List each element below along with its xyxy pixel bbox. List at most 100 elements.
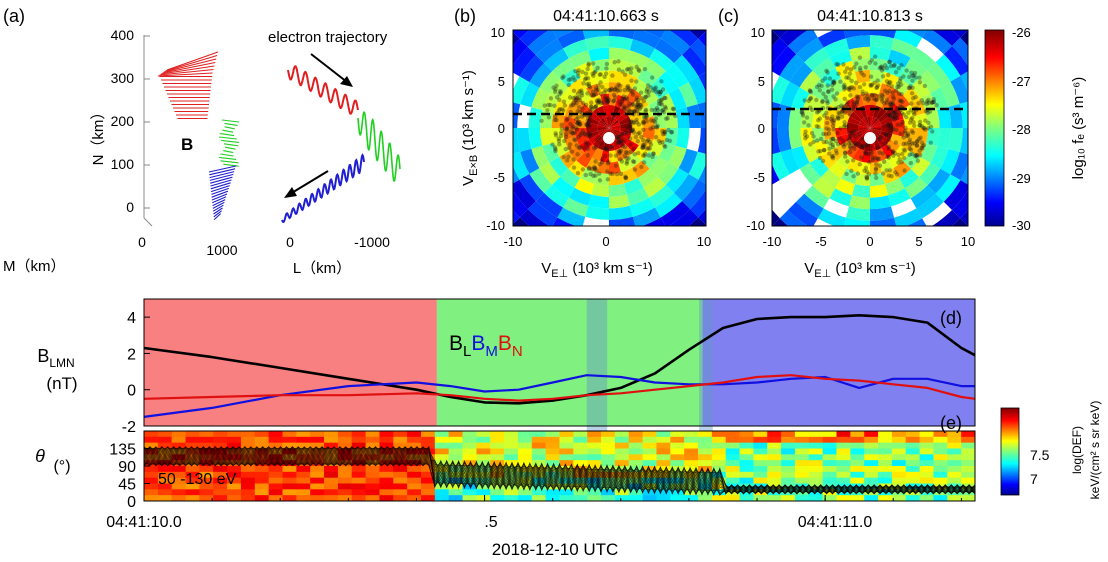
particle-point [842, 110, 847, 115]
particle-point [634, 117, 639, 123]
heatmap-cell [504, 466, 519, 473]
particle-point [589, 100, 594, 105]
heatmap-cell [628, 431, 644, 438]
heatmap-cell [310, 442, 325, 450]
distribution-bin [551, 113, 565, 128]
m-axis-label: M（km） [3, 258, 66, 275]
particle-point [594, 137, 600, 143]
b-field-line-blue [209, 173, 234, 181]
heatmap-cell [739, 442, 754, 450]
distribution-bin [520, 148, 540, 174]
distribution-bin [870, 70, 886, 84]
particle-point [644, 139, 650, 144]
particle-point [874, 84, 880, 90]
heatmap-cell [517, 489, 533, 496]
b-field-line-green [218, 156, 237, 160]
distribution-bin [513, 76, 530, 105]
particle-point [860, 136, 865, 141]
heatmap-cell [850, 448, 865, 455]
particle-point [875, 78, 880, 83]
particle-point [575, 120, 580, 126]
heatmap-cell [573, 454, 588, 461]
particle-point [551, 85, 556, 90]
distribution-bin [589, 133, 601, 145]
particle-point [596, 87, 601, 93]
distribution-bin [820, 169, 842, 189]
pitch-angle-trace [144, 446, 975, 496]
distribution-bin [870, 229, 900, 244]
particle-point [647, 139, 652, 144]
heatmap-cell [767, 471, 782, 479]
distribution-bin [654, 38, 683, 64]
distribution-bin [641, 150, 659, 169]
heatmap-cell [421, 483, 436, 490]
particle-point [922, 125, 927, 131]
particle-point [926, 100, 931, 106]
particle-point [847, 71, 853, 76]
particle-point [666, 127, 671, 133]
particle-point [907, 74, 912, 80]
distribution-bin [857, 161, 870, 175]
heatmap-cell [254, 436, 270, 444]
distribution-bin [864, 116, 870, 128]
distribution-bin [772, 30, 780, 47]
particle-point [888, 80, 893, 85]
distribution-bin [927, 168, 951, 194]
heatmap-cell [850, 454, 865, 461]
particle-point [926, 120, 931, 125]
particle-point [656, 101, 662, 107]
distribution-bin [649, 156, 669, 177]
particle-point [636, 104, 642, 110]
heatmap-cell [517, 442, 533, 450]
heatmap-cell [365, 436, 381, 444]
heatmap-cell [517, 460, 533, 467]
particle-point [556, 138, 562, 144]
distribution-bin [791, 146, 810, 169]
heatmap-cell [601, 483, 616, 490]
particle-point [597, 178, 603, 183]
heatmap-cell [864, 489, 879, 496]
distribution-bin [828, 77, 847, 96]
particle-point [880, 99, 885, 104]
particle-point [888, 124, 893, 129]
particle-point [807, 88, 813, 94]
particle-point [557, 88, 563, 94]
distribution-bin [609, 128, 621, 134]
particle-point [841, 84, 846, 89]
particle-point [886, 144, 891, 150]
particle-point [917, 123, 923, 128]
heatmap-cell [476, 431, 491, 438]
particle-point [821, 131, 826, 137]
particle-point [866, 152, 872, 157]
particle-point [586, 61, 592, 66]
particle-point [658, 98, 664, 103]
distribution-bin [709, 128, 724, 158]
heatmap-cell [905, 477, 921, 485]
heatmap-cell [961, 442, 975, 450]
b-field-line-blue [210, 176, 233, 184]
particle-point [919, 98, 924, 103]
particle-point [910, 141, 915, 146]
heatmap-cell [531, 466, 547, 473]
particle-point [564, 131, 569, 137]
heatmap-cell [282, 495, 297, 501]
heatmap-cell [213, 454, 228, 461]
heatmap-cell [254, 489, 270, 496]
particle-point [893, 169, 898, 175]
particle-point [916, 136, 922, 142]
heatmap-cell [947, 483, 962, 490]
heatmap-cell [407, 460, 422, 467]
heatmap-cell [268, 483, 284, 490]
particle-point [631, 130, 637, 135]
distribution-bin [870, 0, 906, 5]
heatmap-cell [462, 466, 477, 473]
heatmap-cell [587, 442, 602, 450]
particle-point [606, 88, 612, 93]
particle-point [634, 120, 640, 125]
distribution-bin [930, 146, 949, 169]
heatmap-cell [725, 454, 741, 461]
particle-point [872, 80, 877, 85]
heatmap-cell [919, 495, 935, 501]
heatmap-cell [490, 483, 505, 490]
heatmap-cell [517, 477, 533, 485]
